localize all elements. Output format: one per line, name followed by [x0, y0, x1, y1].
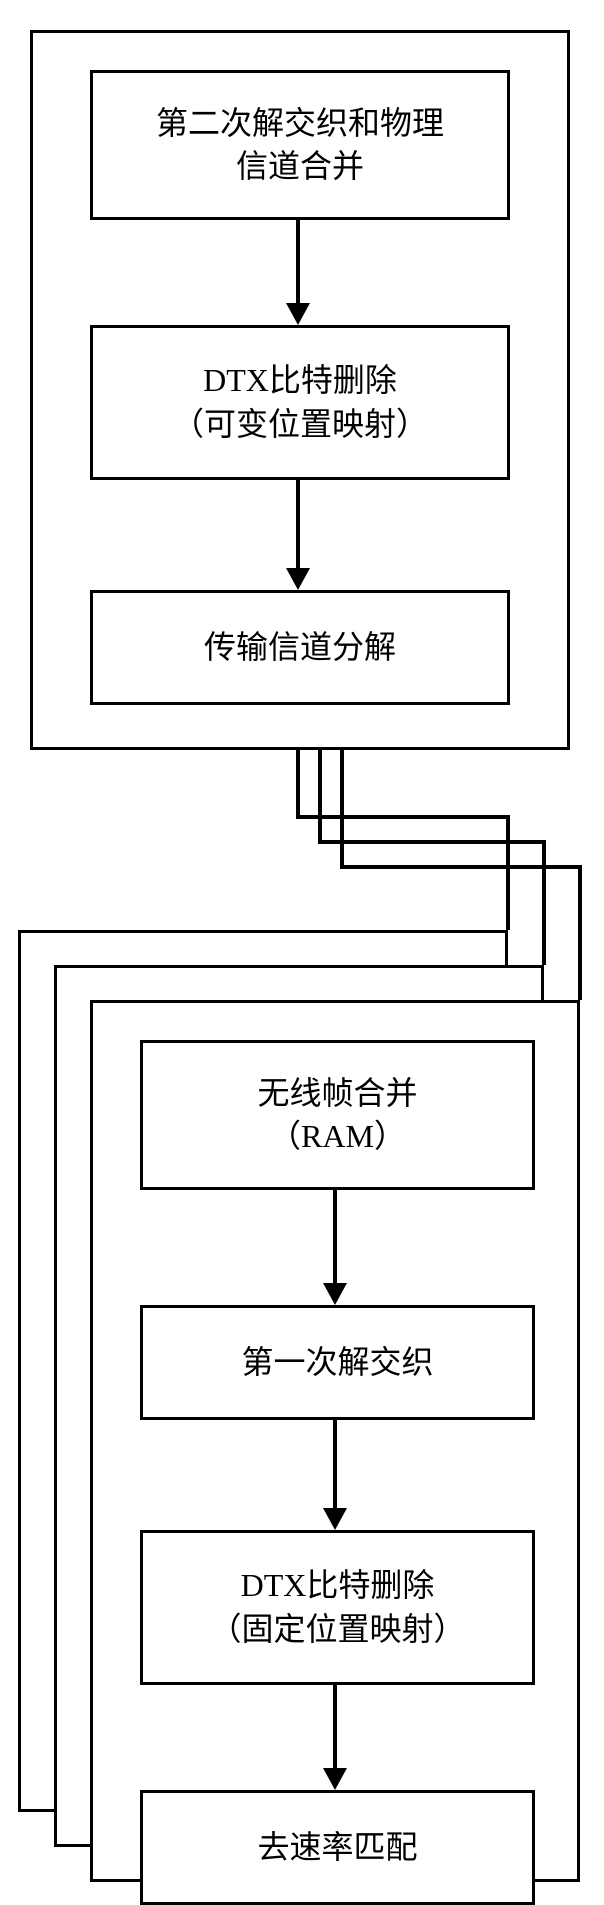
- box-dtx-remove-fixed: DTX比特删除 （固定位置映射）: [140, 1530, 535, 1685]
- arrow-1-2-line: [296, 220, 300, 303]
- conn1-h: [296, 815, 510, 819]
- box5-line1: 第一次解交织: [241, 1341, 433, 1384]
- arrow-1-2-head: [286, 303, 310, 325]
- arrow-4-5-head: [323, 1283, 347, 1305]
- arrow-4-5-line: [333, 1190, 337, 1283]
- conn2-v1: [318, 750, 322, 840]
- arrow-2-3-line: [296, 480, 300, 568]
- arrow-5-6-line: [333, 1420, 337, 1508]
- box4-line1: 无线帧合并: [257, 1072, 417, 1115]
- arrow-6-7-head: [323, 1768, 347, 1790]
- box-deinterleave-2: 第二次解交织和物理 信道合并: [90, 70, 510, 220]
- box-radio-frame-merge: 无线帧合并 （RAM）: [140, 1040, 535, 1190]
- arrow-6-7-line: [333, 1685, 337, 1768]
- box4-line2: （RAM）: [257, 1115, 417, 1158]
- box3-line1: 传输信道分解: [204, 626, 396, 669]
- conn3-h: [340, 865, 582, 869]
- conn3-v2: [578, 865, 582, 1000]
- box6-line2: （固定位置映射）: [209, 1608, 465, 1651]
- box-dtx-remove-variable: DTX比特删除 （可变位置映射）: [90, 325, 510, 480]
- box1-line1: 第二次解交织和物理: [156, 102, 444, 145]
- conn2-v2: [542, 840, 546, 965]
- conn3-v1: [340, 750, 344, 865]
- arrow-2-3-head: [286, 568, 310, 590]
- box7-line1: 去速率匹配: [257, 1826, 417, 1869]
- arrow-5-6-head: [323, 1508, 347, 1530]
- conn1-v2: [506, 815, 510, 930]
- conn1-v1: [296, 750, 300, 815]
- diagram-canvas: 第二次解交织和物理 信道合并 DTX比特删除 （可变位置映射） 传输信道分解: [0, 0, 604, 1898]
- box-rate-dematching: 去速率匹配: [140, 1790, 535, 1905]
- box1-line2: 信道合并: [156, 145, 444, 188]
- conn2-h: [318, 840, 546, 844]
- box-transport-channel-demux: 传输信道分解: [90, 590, 510, 705]
- box2-line2: （可变位置映射）: [172, 403, 428, 446]
- box2-line1: DTX比特删除: [172, 359, 428, 402]
- box6-line1: DTX比特删除: [209, 1564, 465, 1607]
- box-deinterleave-1: 第一次解交织: [140, 1305, 535, 1420]
